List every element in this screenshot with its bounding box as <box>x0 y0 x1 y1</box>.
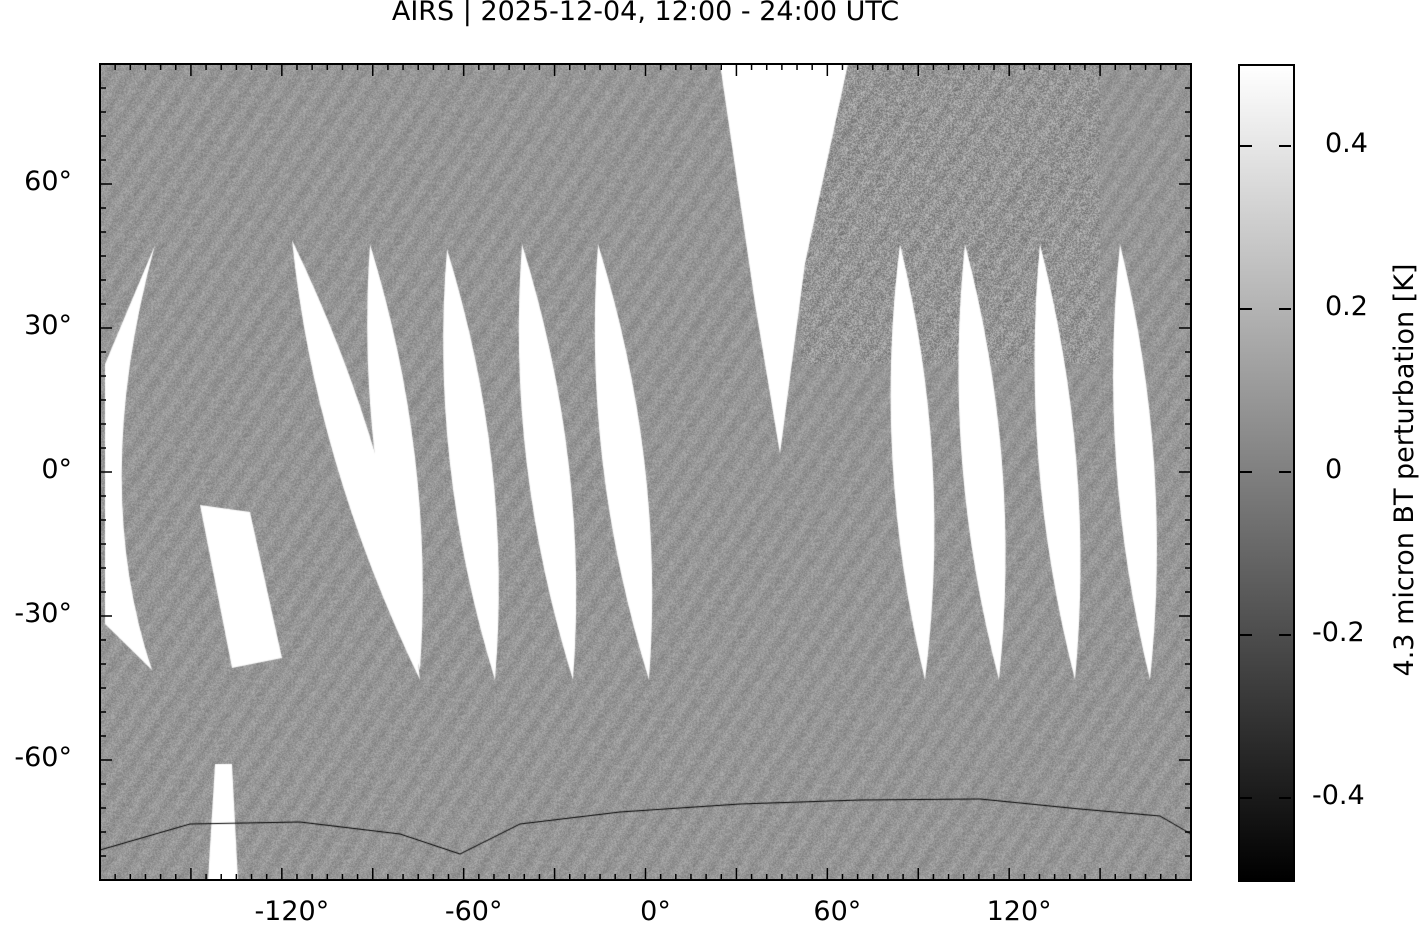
x-tick-label: -120° <box>254 896 330 927</box>
colorbar-tick <box>1240 797 1252 800</box>
colorbar-tick <box>1279 471 1291 473</box>
colorbar-tick-label: -0.4 <box>1312 780 1365 812</box>
x-tick-label: 60° <box>813 896 862 927</box>
colorbar-tick <box>1279 634 1291 637</box>
colorbar-tick <box>1240 144 1252 147</box>
colorbar-tick <box>1240 307 1252 310</box>
x-tick-label: -60° <box>444 896 503 927</box>
y-tick-label: 60° <box>24 166 72 197</box>
colorbar-tick-label: 0.4 <box>1325 127 1368 159</box>
colorbar-label: 4.3 micron BT perturbation [K] <box>1389 263 1420 677</box>
colorbar-tick <box>1279 307 1291 310</box>
map-title: AIRS | 2025-12-04, 12:00 - 24:00 UTC <box>391 0 900 27</box>
y-tick-label: 30° <box>24 310 72 341</box>
colorbar-tick <box>1279 797 1291 800</box>
colorbar-tick <box>1279 144 1291 147</box>
brightness-temperature-map <box>100 64 1191 880</box>
x-tick-label: 0° <box>640 896 671 927</box>
y-tick-label: 0° <box>41 454 72 485</box>
colorbar-tick-label: -0.2 <box>1312 617 1365 649</box>
map-border <box>99 63 1192 881</box>
colorbar-tick <box>1240 471 1252 473</box>
colorbar-tick <box>1240 634 1252 637</box>
colorbar <box>1238 64 1295 882</box>
y-tick-label: -60° <box>14 742 72 773</box>
colorbar-tick-label: 0.2 <box>1325 290 1368 322</box>
y-tick-label: -30° <box>14 598 72 629</box>
colorbar-tick-label: 0 <box>1325 454 1343 485</box>
x-tick-label: 120° <box>986 896 1052 927</box>
